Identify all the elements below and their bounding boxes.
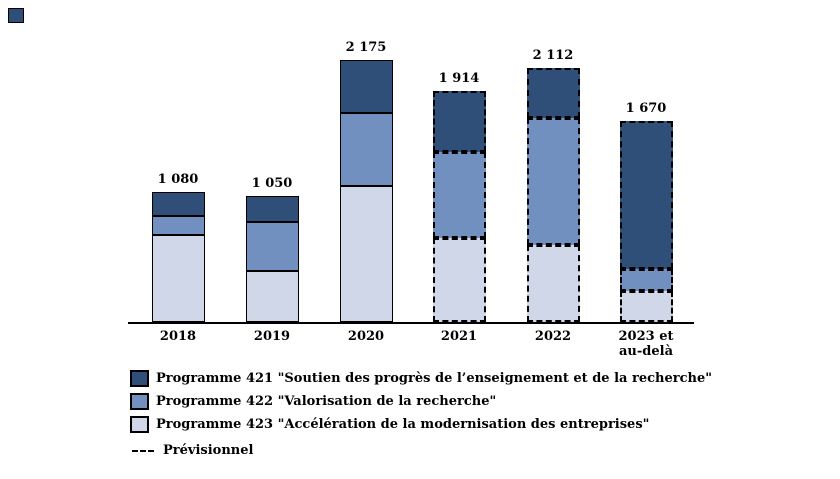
legend-item-programme-421: Programme 421 "Soutien des progrès de l’… [130,369,712,388]
bar-segment [151,215,205,236]
bar-segment [339,60,393,113]
x-axis-tick-label: 2023 et au-delà [618,329,674,359]
x-axis-tick-label: 2020 [347,329,385,344]
x-axis-tick-label: 2019 [253,329,291,344]
bar-segment [526,67,580,119]
bar-segment [432,91,486,152]
bar-total-label: 2 112 [532,47,574,63]
x-axis-tick-label: 2022 [534,329,572,344]
bar-total-label: 1 080 [157,171,199,187]
bar-segment [245,270,299,322]
legend-label-previsionnel: Prévisionnel [163,443,254,458]
x-axis-line [128,322,694,324]
legend-label-programme-422: Programme 422 "Valorisation de la recher… [156,394,497,409]
legend-swatch-programme-422 [130,393,149,410]
legend: Programme 421 "Soutien des progrès de l’… [130,369,712,464]
bar-segment [339,186,393,322]
bar-segment [245,195,299,222]
corner-marker [8,8,24,23]
bar-segment [151,235,205,322]
bar-segment [151,191,205,216]
bar-segment [619,290,673,322]
legend-label-programme-423: Programme 423 "Accélération de la modern… [156,417,650,432]
bar-total-label: 1 050 [251,175,293,191]
x-axis-tick-label: 2021 [440,329,478,344]
legend-swatch-programme-421 [130,370,149,387]
bar-segment [432,237,486,322]
bar-segment [526,118,580,245]
bar-total-label: 1 670 [625,100,667,116]
bar-segment [339,113,393,186]
bar-segment [619,120,673,269]
bar-segment [526,245,580,322]
bar-total-label: 2 175 [345,40,387,55]
dashed-line-icon [132,449,154,452]
bar-segment [432,151,486,238]
bar-segment [619,268,673,291]
legend-item-programme-423: Programme 423 "Accélération de la modern… [130,415,712,434]
x-axis-tick-label: 2018 [159,329,197,344]
legend-label-programme-421: Programme 421 "Soutien des progrès de l’… [156,371,712,386]
legend-item-previsionnel: Prévisionnel [130,441,712,460]
legend-swatch-programme-423 [130,416,149,433]
bar-segment [245,221,299,271]
bar-total-label: 1 914 [438,71,480,87]
legend-item-programme-422: Programme 422 "Valorisation de la recher… [130,392,712,411]
